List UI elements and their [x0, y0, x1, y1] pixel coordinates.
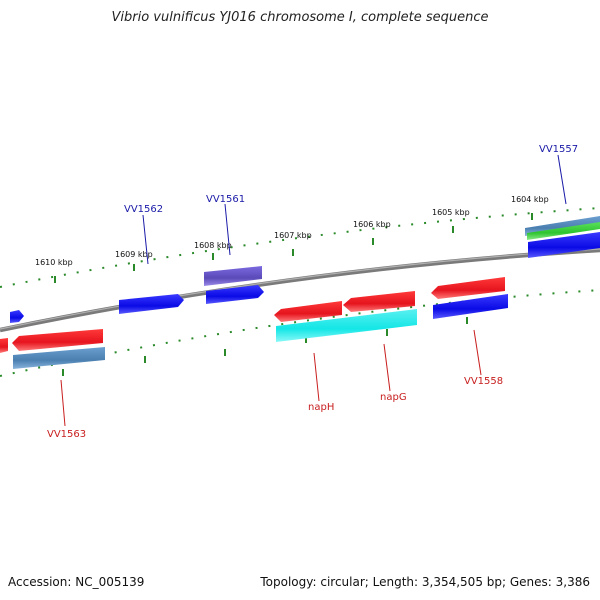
gene-label: napH: [308, 402, 334, 413]
gene-label: VV1562: [124, 204, 163, 215]
gene-feature[interactable]: [12, 329, 103, 351]
tick-label: 1609 kbp: [115, 250, 153, 259]
gene-label: VV1557: [539, 144, 578, 155]
tick-label: 1604 kbp: [511, 195, 549, 204]
outer-tick-track: [0, 207, 600, 288]
gene-feature[interactable]: [206, 285, 264, 304]
tick-label: 1608 kbp: [194, 241, 232, 250]
gene-label: VV1563: [47, 429, 86, 440]
gene-feature[interactable]: [276, 309, 417, 342]
tick-label: 1605 kbp: [432, 208, 470, 217]
tick-label: 1610 kbp: [35, 258, 73, 267]
gene-feature[interactable]: [0, 338, 8, 353]
gene-feature[interactable]: [343, 291, 415, 312]
gene-feature[interactable]: [527, 222, 600, 240]
accession-text: Accession: NC_005139: [8, 575, 145, 589]
tick-label: 1607 kbp: [274, 231, 312, 240]
gene-feature[interactable]: [204, 266, 262, 286]
forward-leader-lines: [142, 154, 567, 265]
gene-label: napG: [380, 392, 407, 403]
map-title: Vibrio vulnificus YJ016 chromosome I, co…: [111, 10, 489, 25]
gene-feature[interactable]: [433, 294, 508, 319]
gene-feature[interactable]: [528, 232, 600, 258]
gene-label: VV1558: [464, 376, 503, 387]
reverse-leader-lines: [60, 329, 482, 427]
tick-label: 1606 kbp: [353, 220, 391, 229]
sequence-summary: Topology: circular; Length: 3,354,505 bp…: [260, 575, 590, 589]
gene-feature[interactable]: [274, 301, 342, 322]
chromosome-backbone: [0, 247, 600, 333]
gene-feature[interactable]: [431, 277, 505, 299]
gene-feature[interactable]: [10, 310, 24, 323]
gene-feature[interactable]: [13, 347, 105, 369]
gene-feature[interactable]: [119, 294, 184, 314]
gene-label: VV1561: [206, 194, 245, 205]
